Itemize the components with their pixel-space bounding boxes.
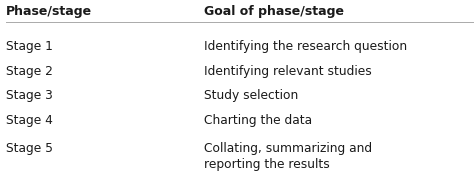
Text: Stage 3: Stage 3 xyxy=(6,89,53,103)
Text: Charting the data: Charting the data xyxy=(204,114,312,127)
Text: Stage 4: Stage 4 xyxy=(6,114,53,127)
Text: Stage 1: Stage 1 xyxy=(6,40,53,53)
Text: Collating, summarizing and
reporting the results: Collating, summarizing and reporting the… xyxy=(204,142,372,171)
Text: Identifying the research question: Identifying the research question xyxy=(204,40,407,53)
Text: Phase/stage: Phase/stage xyxy=(6,5,92,18)
Text: Goal of phase/stage: Goal of phase/stage xyxy=(204,5,344,18)
Text: Study selection: Study selection xyxy=(204,89,298,103)
Text: Identifying relevant studies: Identifying relevant studies xyxy=(204,65,372,78)
Text: Stage 2: Stage 2 xyxy=(6,65,53,78)
Text: Stage 5: Stage 5 xyxy=(6,142,53,155)
